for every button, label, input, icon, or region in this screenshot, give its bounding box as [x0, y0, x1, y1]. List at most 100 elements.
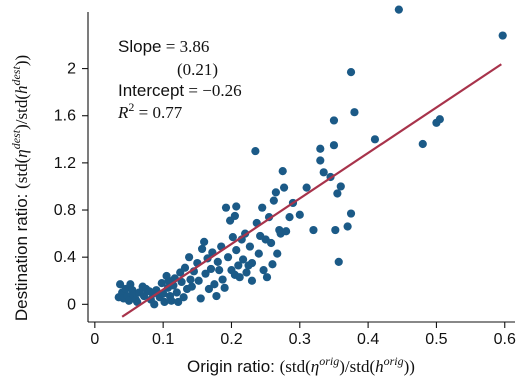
x-tick-label: 0.1 — [152, 331, 174, 348]
data-point — [235, 273, 244, 282]
data-point — [251, 146, 260, 156]
data-point — [316, 156, 325, 165]
data-point — [186, 275, 195, 284]
data-point — [179, 293, 188, 302]
data-point — [167, 296, 176, 305]
data-point — [319, 168, 328, 177]
data-point — [200, 237, 209, 246]
data-point — [150, 300, 159, 309]
data-point — [160, 297, 169, 307]
y-axis-label: Destination ratio: (std(ηdest)/std(hdest… — [9, 55, 31, 321]
data-point — [295, 210, 304, 219]
x-tick-label: 0.6 — [494, 331, 516, 348]
data-point — [268, 260, 277, 269]
data-point — [247, 258, 257, 268]
x-tick-label: 0.2 — [220, 331, 242, 348]
y-tick-label: 0 — [67, 296, 76, 313]
data-point — [271, 188, 280, 197]
x-tick-label: 0.3 — [289, 331, 311, 348]
data-point — [172, 288, 181, 297]
r-squared-text: R2 = 0.77 — [117, 100, 183, 122]
data-point — [232, 202, 241, 211]
data-point — [329, 116, 339, 125]
data-point — [185, 253, 194, 262]
y-tick-label: 0.4 — [54, 249, 76, 266]
data-point — [259, 266, 268, 275]
data-point — [201, 269, 210, 278]
data-point — [346, 68, 356, 77]
data-point — [498, 31, 507, 40]
x-tick-label: 0.5 — [425, 331, 447, 348]
data-point — [206, 264, 216, 274]
data-point — [278, 167, 287, 176]
data-point — [343, 222, 352, 231]
data-point — [218, 275, 227, 284]
y-ticks: 0 0.4 0.8 1.2 1.6 2 — [54, 61, 88, 313]
data-point — [350, 108, 359, 117]
data-point — [329, 141, 339, 150]
data-point — [269, 196, 278, 205]
data-point — [133, 297, 142, 307]
data-point — [157, 279, 166, 288]
x-tick-label: 0 — [90, 331, 99, 348]
slope-text: Slope = 3.86 — [118, 37, 209, 56]
data-point — [418, 139, 427, 149]
data-point — [254, 249, 263, 258]
x-tick-label: 0.4 — [357, 331, 379, 348]
data-point — [258, 203, 267, 212]
intercept-text: Intercept = −0.26 — [118, 81, 242, 100]
x-ticks: 0 0.1 0.2 0.3 0.4 0.5 0.6 — [90, 322, 516, 348]
data-point — [331, 225, 340, 235]
data-point — [273, 249, 282, 258]
slope-standard-error: (0.21) — [177, 60, 218, 79]
data-point — [212, 291, 221, 301]
data-point — [220, 283, 229, 292]
data-point — [309, 225, 318, 235]
data-point — [333, 189, 342, 198]
data-point — [230, 211, 239, 221]
data-point — [197, 244, 207, 254]
data-point — [139, 291, 149, 301]
data-point — [435, 115, 444, 124]
data-point — [302, 183, 311, 192]
x-axis-label: Origin ratio: (std(ηorig)/std(horig)) — [187, 354, 415, 376]
data-point — [245, 242, 255, 251]
data-point — [223, 253, 233, 262]
data-point — [196, 294, 205, 303]
data-point — [242, 268, 251, 277]
data-point — [124, 296, 134, 305]
data-point — [174, 297, 183, 307]
y-tick-label: 2 — [67, 61, 76, 78]
y-tick-label: 1.6 — [54, 108, 76, 125]
data-point — [232, 245, 241, 255]
data-point — [204, 284, 214, 294]
regression-annotation: Slope = 3.86 (0.21) Intercept = −0.26 R2… — [117, 37, 242, 122]
data-point — [279, 183, 289, 192]
data-point — [316, 144, 325, 153]
data-point — [334, 257, 343, 266]
data-point — [210, 280, 219, 289]
data-point — [177, 277, 186, 287]
data-point — [234, 261, 243, 270]
data-point — [228, 233, 237, 242]
data-point — [285, 212, 294, 222]
data-point — [238, 255, 248, 264]
data-point — [215, 266, 224, 275]
data-point — [213, 257, 222, 266]
y-tick-label: 1.2 — [54, 155, 76, 172]
regression-fit-line — [121, 63, 502, 318]
data-point — [247, 276, 257, 285]
data-point — [394, 5, 403, 14]
data-point — [221, 203, 231, 212]
data-point — [370, 135, 380, 144]
data-point — [262, 273, 272, 282]
data-point — [282, 227, 291, 236]
data-point — [116, 280, 125, 289]
data-point — [336, 182, 345, 191]
data-point — [194, 276, 203, 285]
y-tick-label: 0.8 — [54, 202, 76, 219]
data-point — [266, 238, 276, 248]
data-point — [346, 209, 356, 218]
